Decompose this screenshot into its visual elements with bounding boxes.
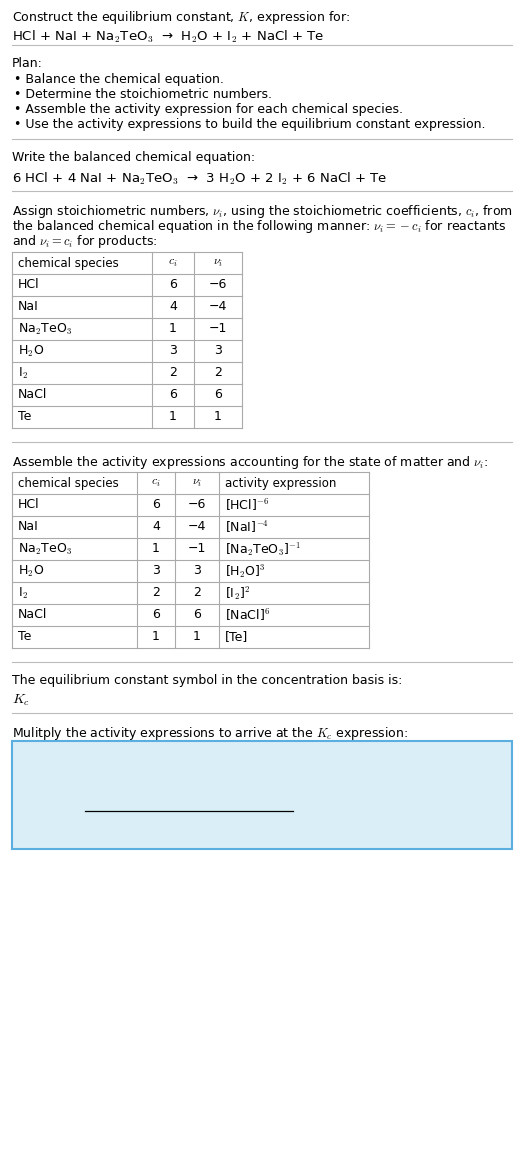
Text: • Determine the stoichiometric numbers.: • Determine the stoichiometric numbers. (14, 88, 272, 101)
Text: 6: 6 (214, 388, 222, 401)
Text: Na$_2$TeO$_3$: Na$_2$TeO$_3$ (18, 541, 72, 556)
Text: NaI: NaI (18, 300, 39, 313)
Text: −4: −4 (209, 300, 227, 313)
Text: HCl: HCl (18, 498, 40, 511)
Text: 2: 2 (169, 366, 177, 379)
Text: $\nu_i$: $\nu_i$ (213, 256, 223, 270)
Text: 3: 3 (169, 344, 177, 357)
Text: 6: 6 (152, 498, 160, 511)
Text: [Te]: [Te] (225, 630, 248, 643)
Text: HCl: HCl (18, 278, 40, 292)
Text: chemical species: chemical species (18, 476, 119, 489)
Text: 3: 3 (152, 564, 160, 577)
Text: 6: 6 (152, 608, 160, 621)
Text: 1: 1 (193, 630, 201, 643)
Text: H$_2$O: H$_2$O (18, 343, 44, 358)
Text: activity expression: activity expression (225, 476, 336, 489)
Text: −1: −1 (188, 542, 206, 555)
Text: $c_i$: $c_i$ (168, 256, 178, 270)
Text: 6 HCl + 4 NaI + Na$_2$TeO$_3$  →  3 H$_2$O + 2 I$_2$ + 6 NaCl + Te: 6 HCl + 4 NaI + Na$_2$TeO$_3$ → 3 H$_2$O… (12, 172, 387, 188)
Text: NaI: NaI (18, 520, 39, 533)
Text: 6: 6 (169, 278, 177, 292)
Text: Answer:: Answer: (20, 751, 70, 764)
Text: • Use the activity expressions to build the equilibrium constant expression.: • Use the activity expressions to build … (14, 118, 486, 131)
Text: [NaI]$^{-4}$: [NaI]$^{-4}$ (225, 519, 269, 535)
Text: 1: 1 (152, 630, 160, 643)
Text: Na$_2$TeO$_3$: Na$_2$TeO$_3$ (18, 321, 72, 336)
Text: and $\nu_i = c_i$ for products:: and $\nu_i = c_i$ for products: (12, 233, 158, 250)
Text: NaCl: NaCl (18, 608, 47, 621)
Text: Construct the equilibrium constant, $K$, expression for:: Construct the equilibrium constant, $K$,… (12, 9, 350, 25)
Text: −1: −1 (209, 322, 227, 335)
Text: Assign stoichiometric numbers, $\nu_i$, using the stoichiometric coefficients, $: Assign stoichiometric numbers, $\nu_i$, … (12, 203, 513, 220)
Text: The equilibrium constant symbol in the concentration basis is:: The equilibrium constant symbol in the c… (12, 675, 402, 687)
Text: H$_2$O: H$_2$O (18, 563, 44, 578)
Text: Plan:: Plan: (12, 57, 43, 70)
Text: 1: 1 (152, 542, 160, 555)
Text: 6: 6 (169, 388, 177, 401)
Text: [I$_2$]$^2$: [I$_2$]$^2$ (225, 584, 250, 602)
Text: I$_2$: I$_2$ (18, 585, 28, 600)
Text: [HCl]$^{-6}$: [HCl]$^{-6}$ (225, 497, 269, 513)
Text: −6: −6 (209, 278, 227, 292)
Text: 3: 3 (214, 344, 222, 357)
Text: [HCl]$^6$ [NaI]$^4$ [Na$_2$TeO$_3$]: [HCl]$^6$ [NaI]$^4$ [Na$_2$TeO$_3$] (87, 814, 232, 831)
Text: 1: 1 (214, 410, 222, 423)
Text: $c_i$: $c_i$ (151, 476, 161, 489)
Text: =: = (62, 804, 73, 817)
Text: the balanced chemical equation in the following manner: $\nu_i = -c_i$ for react: the balanced chemical equation in the fo… (12, 218, 507, 235)
Text: I$_2$: I$_2$ (18, 365, 28, 380)
Text: • Balance the chemical equation.: • Balance the chemical equation. (14, 73, 224, 86)
Text: −6: −6 (188, 498, 206, 511)
Text: Te: Te (18, 410, 31, 423)
Text: [NaCl]$^6$: [NaCl]$^6$ (225, 607, 270, 624)
Text: −4: −4 (188, 520, 206, 533)
Text: 2: 2 (214, 366, 222, 379)
Text: 3: 3 (193, 564, 201, 577)
Text: Assemble the activity expressions accounting for the state of matter and $\nu_i$: Assemble the activity expressions accoun… (12, 454, 488, 471)
Text: 6: 6 (193, 608, 201, 621)
Text: [H$_2$O]$^3$ [I$_2$]$^2$ [NaCl]$^6$ [Te]: [H$_2$O]$^3$ [I$_2$]$^2$ [NaCl]$^6$ [Te] (87, 797, 235, 815)
Text: [Na$_2$TeO$_3$]$^{-1}$: [Na$_2$TeO$_3$]$^{-1}$ (225, 540, 301, 557)
Text: 1: 1 (169, 410, 177, 423)
FancyBboxPatch shape (12, 741, 512, 850)
Text: Mulitply the activity expressions to arrive at the $K_c$ expression:: Mulitply the activity expressions to arr… (12, 726, 408, 742)
Text: [H$_2$O]$^3$: [H$_2$O]$^3$ (225, 562, 266, 580)
Text: • Assemble the activity expression for each chemical species.: • Assemble the activity expression for e… (14, 103, 403, 116)
Text: $\nu_i$: $\nu_i$ (192, 476, 202, 489)
Text: 4: 4 (152, 520, 160, 533)
Text: Write the balanced chemical equation:: Write the balanced chemical equation: (12, 151, 255, 165)
Text: 4: 4 (169, 300, 177, 313)
Text: 2: 2 (152, 586, 160, 599)
Text: Te: Te (18, 630, 31, 643)
Text: HCl + NaI + Na$_2$TeO$_3$  →  H$_2$O + I$_2$ + NaCl + Te: HCl + NaI + Na$_2$TeO$_3$ → H$_2$O + I$_… (12, 29, 324, 45)
Text: NaCl: NaCl (18, 388, 47, 401)
Text: 1: 1 (169, 322, 177, 335)
Text: chemical species: chemical species (18, 256, 119, 270)
Text: $K_c$ = [HCl]$^{-6}$ [NaI]$^{-4}$ [Na$_2$TeO$_3$]$^{-1}$ [H$_2$O]$^3$ [I$_2$]$^2: $K_c$ = [HCl]$^{-6}$ [NaI]$^{-4}$ [Na$_2… (47, 771, 402, 788)
Text: 2: 2 (193, 586, 201, 599)
Text: $K_c$: $K_c$ (12, 693, 30, 708)
